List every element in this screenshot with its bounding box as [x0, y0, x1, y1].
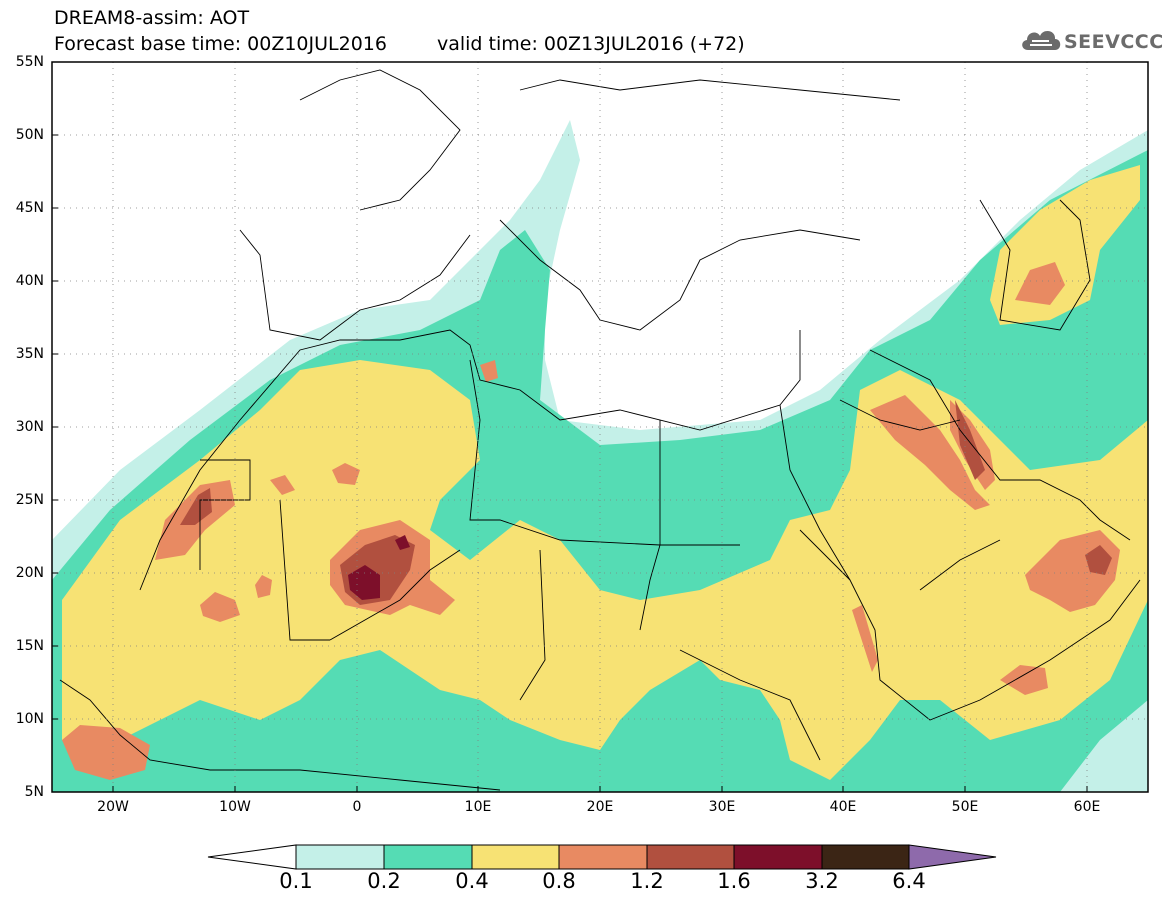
colorbar-over-arrow	[908, 844, 997, 870]
base-time: Forecast base time: 00Z10JUL2016	[54, 33, 387, 55]
aot-field	[52, 62, 1148, 792]
valid-time: valid time: 00Z13JUL2016 (+72)	[436, 33, 745, 55]
colorbar-bin-5	[733, 844, 823, 870]
aot-level-0.8-blob	[255, 575, 272, 598]
aot-level-0.8-arabian-sea	[1000, 665, 1048, 695]
colorbar-label: 0.8	[542, 869, 576, 893]
lat-label: 40N	[15, 273, 44, 289]
aot-level-0.8-red-sea	[852, 605, 878, 672]
lat-label: 45N	[15, 200, 44, 216]
colorbar-bin-6	[821, 844, 910, 870]
colorbar-bin-0	[295, 844, 385, 870]
aot-level-0.8-algeria	[332, 463, 360, 485]
colorbar-bin-2	[471, 844, 560, 870]
aot-level-0.8-mali	[200, 592, 240, 622]
aot-level-1.2-oman	[1085, 545, 1112, 575]
lat-label: 55N	[15, 54, 44, 70]
aot-level-1.6-niger	[348, 565, 380, 600]
lat-label: 50N	[15, 127, 44, 143]
aot-level-0.8-morocco-n	[480, 360, 498, 382]
lat-label: 35N	[15, 346, 44, 362]
lat-label: 30N	[15, 419, 44, 435]
forecast-time-line: Forecast base time: 00Z10JUL2016 valid ti…	[54, 34, 745, 54]
lat-label: 5N	[24, 784, 44, 800]
colorbar-bin-3	[558, 844, 648, 870]
seevccc-logo: SEEVCCC	[1018, 22, 1163, 58]
lon-label: 40E	[829, 799, 857, 815]
colorbar-bin-4	[646, 844, 735, 870]
lon-label: 0	[352, 799, 362, 815]
lat-label: 25N	[15, 492, 44, 508]
logo-text: SEEVCCC	[1064, 31, 1164, 53]
colorbar	[207, 844, 997, 870]
colorbar-label: 1.6	[717, 869, 751, 893]
colorbar-label: 0.4	[455, 869, 489, 893]
lon-label: 60E	[1073, 799, 1101, 815]
aot-level-0.4	[62, 360, 1148, 780]
cloud-icon	[1022, 30, 1061, 50]
lat-label: 15N	[15, 638, 44, 654]
colorbar-label: 1.2	[630, 869, 664, 893]
lat-label: 10N	[15, 711, 44, 727]
lon-label: 50E	[951, 799, 979, 815]
lat-label: 20N	[15, 565, 44, 581]
aot-level-0.8-caspian	[1015, 262, 1065, 305]
aot-level-1.2-gulf	[955, 400, 985, 480]
aot-level-1.2-west	[180, 488, 212, 525]
lon-label: 20W	[97, 799, 129, 815]
colorbar-bin-1	[383, 844, 473, 870]
lon-label: 10W	[219, 799, 251, 815]
aot-level-0.8-iraq	[870, 395, 990, 510]
aot-level-0.8-senegal	[62, 725, 150, 780]
colorbar-label: 0.1	[279, 869, 313, 893]
colorbar-label: 6.4	[892, 869, 926, 893]
lon-label: 30E	[708, 799, 736, 815]
aot-level-0.8-morocco	[270, 475, 295, 495]
colorbar-under-arrow	[207, 844, 297, 870]
colorbar-label: 0.2	[367, 869, 401, 893]
map-title: DREAM8-assim: AOT	[54, 7, 250, 29]
colorbar-label: 3.2	[805, 869, 839, 893]
lon-label: 20E	[586, 799, 614, 815]
coastlines	[59, 69, 1141, 791]
aot-level-1.6-niger-ne	[395, 535, 410, 550]
lon-label: 10E	[464, 799, 492, 815]
axis-ticks	[52, 61, 1088, 792]
